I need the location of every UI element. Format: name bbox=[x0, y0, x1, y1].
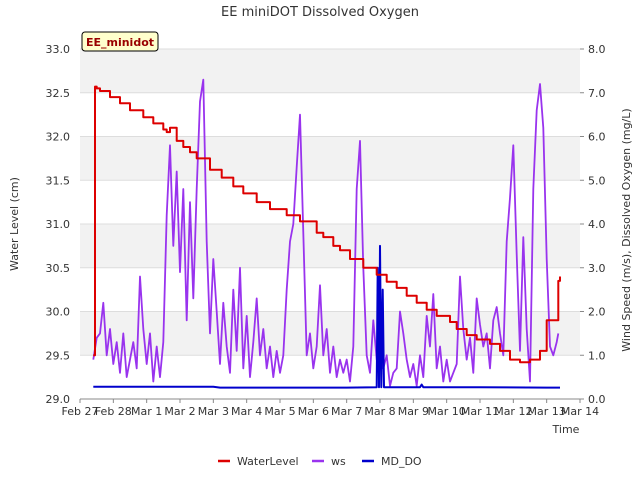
y-right-tick-label: 2.0 bbox=[588, 306, 606, 319]
legend-label: MD_DO bbox=[381, 455, 422, 468]
x-tick-label: Mar 4 bbox=[231, 405, 262, 418]
site-badge: EE_minidot bbox=[81, 31, 159, 52]
grid-bands bbox=[80, 49, 580, 356]
grid-band bbox=[80, 136, 580, 181]
y-right-tick-label: 1.0 bbox=[588, 349, 606, 362]
y-left-axis-ticks: 29.0 29.5 30.0 30.5 31.0 31.5 32.0 32.5 33.0 bbox=[46, 43, 71, 406]
x-tick-label: Mar 5 bbox=[264, 405, 295, 418]
y-left-tick-label: 32.5 bbox=[46, 87, 71, 100]
y-right-tick-label: 5.0 bbox=[588, 174, 606, 187]
x-tick-label: Feb 28 bbox=[95, 405, 132, 418]
x-tick-label: Mar 1 bbox=[131, 405, 162, 418]
y-right-tick-label: 3.0 bbox=[588, 262, 606, 275]
y-left-tick-label: 31.0 bbox=[46, 218, 71, 231]
x-tick-label: Mar 14 bbox=[561, 405, 599, 418]
x-tick-label: Mar 8 bbox=[364, 405, 395, 418]
x-tick-label: Mar 13 bbox=[528, 405, 566, 418]
y-left-tick-label: 30.5 bbox=[46, 262, 71, 275]
chart-title: EE miniDOT Dissolved Oxygen bbox=[221, 5, 419, 20]
site-badge-label: EE_minidot bbox=[86, 36, 154, 49]
x-axis-label: Time bbox=[552, 423, 580, 436]
grid-band bbox=[80, 224, 580, 268]
x-tick-label: Mar 2 bbox=[164, 405, 195, 418]
x-tick-label: Mar 10 bbox=[428, 405, 466, 418]
grid-band bbox=[80, 49, 580, 93]
y-left-tick-label: 29.5 bbox=[46, 349, 71, 362]
y-left-tick-label: 29.0 bbox=[46, 393, 71, 406]
x-tick-label: Mar 6 bbox=[298, 405, 329, 418]
y-right-tick-label: 8.0 bbox=[588, 43, 606, 56]
x-tick-label: Mar 9 bbox=[398, 405, 429, 418]
series-line-md-do bbox=[93, 244, 560, 389]
x-tick-label: Mar 11 bbox=[461, 405, 499, 418]
y-left-tick-label: 30.0 bbox=[46, 306, 71, 319]
series-layer bbox=[92, 78, 561, 389]
y-right-tick-label: 7.0 bbox=[588, 87, 606, 100]
y-left-tick-label: 31.5 bbox=[46, 174, 71, 187]
y-left-tick-label: 33.0 bbox=[46, 43, 71, 56]
y-right-tick-label: 0.0 bbox=[588, 393, 606, 406]
x-tick-label: Mar 3 bbox=[198, 405, 229, 418]
x-tick-label: Mar 12 bbox=[494, 405, 532, 418]
x-tick-label: Mar 7 bbox=[331, 405, 362, 418]
y-right-axis-label: Wind Speed (m/s), Dissolved Oxygen (mg/L… bbox=[620, 108, 633, 351]
legend: WaterLevel ws MD_DO bbox=[218, 455, 422, 468]
y-left-tick-label: 32.0 bbox=[46, 131, 71, 144]
site-badge-box bbox=[81, 31, 159, 52]
x-tick-label: Feb 27 bbox=[62, 405, 99, 418]
y-left-axis-label: Water Level (cm) bbox=[8, 177, 21, 271]
legend-label: ws bbox=[331, 455, 346, 468]
y-right-tick-label: 4.0 bbox=[588, 218, 606, 231]
y-right-axis-ticks: 0.0 1.0 2.0 3.0 4.0 5.0 6.0 7.0 8.0 bbox=[580, 43, 606, 406]
y-right-tick-label: 6.0 bbox=[588, 131, 606, 144]
legend-label: WaterLevel bbox=[237, 455, 299, 468]
series-line-waterlevel bbox=[93, 85, 561, 364]
